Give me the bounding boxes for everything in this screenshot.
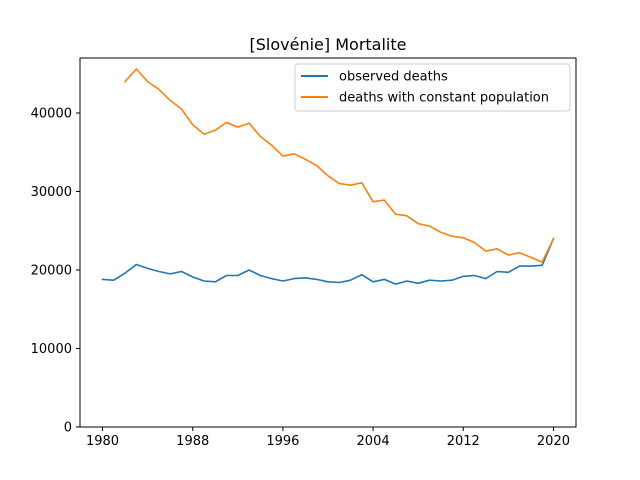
chart-title: [Slovénie] Mortalite — [250, 35, 407, 54]
y-tick-label: 0 — [64, 421, 72, 436]
axes-frame — [79, 57, 577, 428]
x-tick-label: 1996 — [266, 434, 299, 449]
legend-label-observed-deaths: observed deaths — [339, 70, 448, 85]
x-tick-label: 2012 — [447, 434, 480, 449]
series-line-observed-deaths — [101, 237, 555, 285]
y-tick-label: 10000 — [31, 342, 72, 357]
legend-box — [294, 63, 571, 112]
legend-label-constant-population: deaths with constant population — [339, 91, 549, 106]
x-tick-label: 2020 — [537, 434, 570, 449]
y-tick-label: 30000 — [31, 185, 72, 200]
axes-layer: 1980 1988 1996 2004 2012 2020 0 10000 20000 30000… — [31, 57, 577, 449]
legend: observed deaths deaths with constant pop… — [294, 63, 571, 112]
x-tick-label: 1980 — [86, 434, 119, 449]
y-tick-label: 40000 — [31, 106, 72, 121]
series-line-constant-population — [123, 68, 555, 263]
y-tick-label: 20000 — [31, 263, 72, 278]
x-tick-label: 1988 — [176, 434, 209, 449]
x-tick-label: 2004 — [357, 434, 390, 449]
series-layer — [101, 68, 555, 285]
